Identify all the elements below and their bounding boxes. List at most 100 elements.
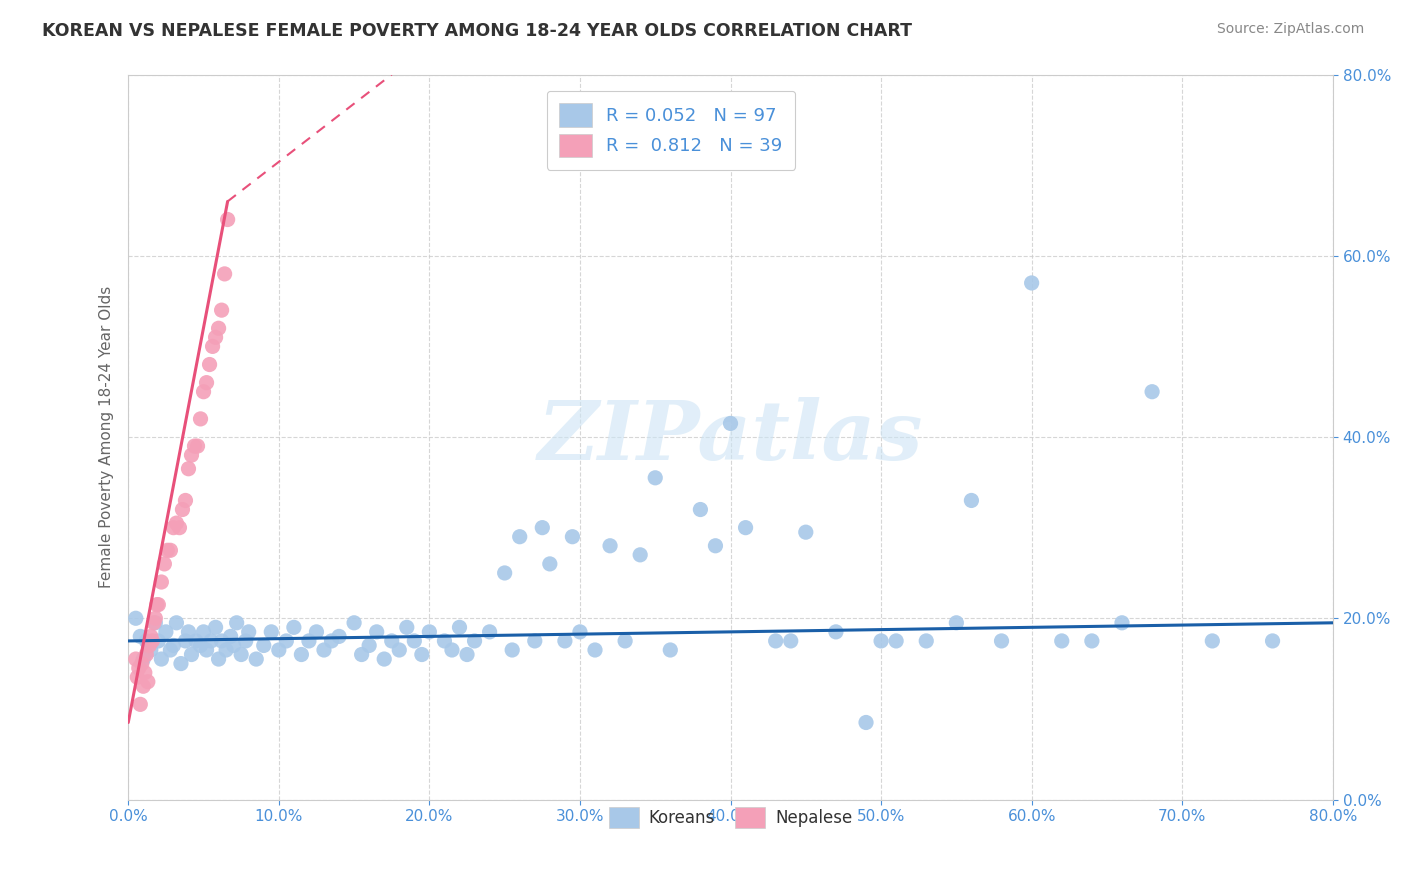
Point — [127, 670, 149, 684]
Point — [174, 634, 197, 648]
Point — [207, 321, 229, 335]
Text: ZIPatlas: ZIPatlas — [537, 397, 924, 477]
Point — [177, 624, 200, 639]
Point — [659, 643, 682, 657]
Point — [870, 634, 893, 648]
Point — [794, 525, 817, 540]
Point — [231, 648, 253, 662]
Point — [855, 715, 877, 730]
Point — [172, 502, 194, 516]
Point — [523, 634, 546, 648]
Point — [359, 639, 381, 653]
Point — [945, 615, 967, 630]
Point — [568, 624, 591, 639]
Point — [404, 634, 426, 648]
Point — [155, 624, 177, 639]
Point — [440, 643, 463, 657]
Point — [644, 471, 666, 485]
Point — [135, 648, 157, 662]
Point — [143, 615, 166, 630]
Point — [177, 461, 200, 475]
Point — [779, 634, 801, 648]
Point — [128, 661, 150, 675]
Point — [614, 634, 637, 648]
Point — [343, 615, 366, 630]
Point — [599, 539, 621, 553]
Point — [139, 643, 162, 657]
Point — [1140, 384, 1163, 399]
Point — [990, 634, 1012, 648]
Text: Source: ZipAtlas.com: Source: ZipAtlas.com — [1216, 22, 1364, 37]
Legend: Koreans, Nepalese: Koreans, Nepalese — [602, 800, 859, 835]
Point — [222, 639, 245, 653]
Point — [195, 376, 218, 390]
Point — [312, 643, 335, 657]
Point — [129, 698, 152, 712]
Point — [131, 657, 153, 671]
Point — [148, 598, 170, 612]
Point — [195, 643, 218, 657]
Point — [561, 530, 583, 544]
Point — [183, 439, 205, 453]
Point — [225, 615, 247, 630]
Point — [583, 643, 606, 657]
Point — [139, 629, 162, 643]
Point — [366, 624, 388, 639]
Point — [554, 634, 576, 648]
Point — [456, 648, 478, 662]
Point — [628, 548, 651, 562]
Point — [960, 493, 983, 508]
Point — [509, 530, 531, 544]
Point — [186, 439, 208, 453]
Point — [704, 539, 727, 553]
Point — [915, 634, 938, 648]
Point — [165, 615, 187, 630]
Point — [159, 543, 181, 558]
Point — [433, 634, 456, 648]
Point — [411, 648, 433, 662]
Point — [215, 643, 238, 657]
Point — [884, 634, 907, 648]
Point — [765, 634, 787, 648]
Point — [267, 643, 290, 657]
Point — [734, 521, 756, 535]
Point — [373, 652, 395, 666]
Point — [283, 620, 305, 634]
Point — [141, 634, 163, 648]
Point — [162, 521, 184, 535]
Point — [494, 566, 516, 580]
Point — [418, 624, 440, 639]
Point — [217, 212, 239, 227]
Point — [150, 652, 173, 666]
Point — [162, 639, 184, 653]
Point — [395, 620, 418, 634]
Point — [198, 358, 221, 372]
Point — [153, 557, 176, 571]
Point — [207, 652, 229, 666]
Point — [193, 624, 215, 639]
Point — [180, 448, 202, 462]
Point — [538, 557, 561, 571]
Point — [825, 624, 848, 639]
Y-axis label: Female Poverty Among 18-24 Year Olds: Female Poverty Among 18-24 Year Olds — [100, 286, 114, 588]
Point — [253, 639, 276, 653]
Point — [298, 634, 321, 648]
Point — [190, 412, 212, 426]
Point — [449, 620, 471, 634]
Point — [290, 648, 312, 662]
Point — [464, 634, 486, 648]
Text: KOREAN VS NEPALESE FEMALE POVERTY AMONG 18-24 YEAR OLDS CORRELATION CHART: KOREAN VS NEPALESE FEMALE POVERTY AMONG … — [42, 22, 912, 40]
Point — [211, 634, 233, 648]
Point — [388, 643, 411, 657]
Point — [136, 674, 159, 689]
Point — [132, 652, 155, 666]
Point — [134, 665, 156, 680]
Point — [193, 384, 215, 399]
Point — [204, 620, 226, 634]
Point — [143, 611, 166, 625]
Point — [165, 516, 187, 530]
Point — [276, 634, 298, 648]
Point — [159, 643, 181, 657]
Point — [1050, 634, 1073, 648]
Point — [200, 634, 222, 648]
